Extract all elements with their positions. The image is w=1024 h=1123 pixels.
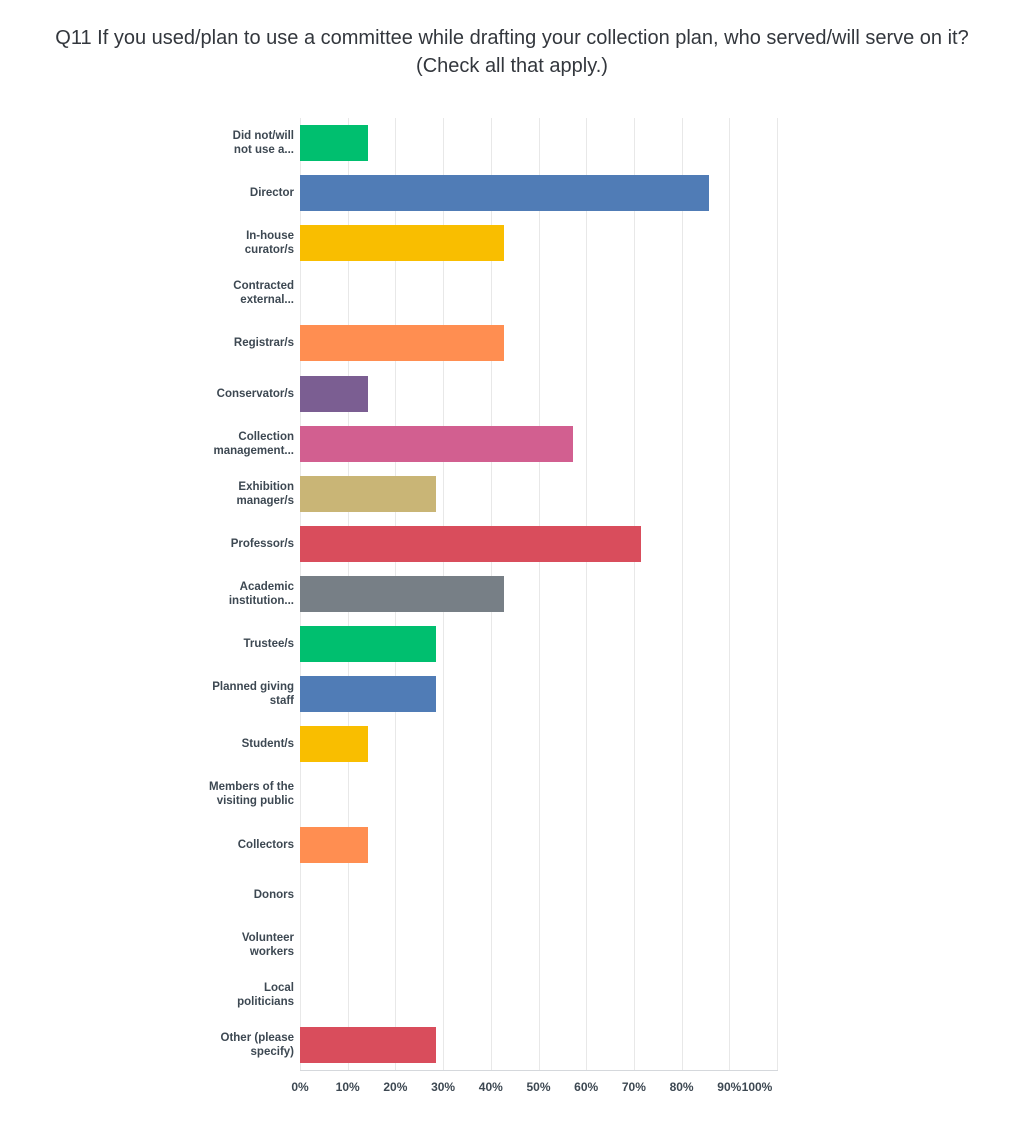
category-label: Trustee/s xyxy=(243,638,295,651)
bar xyxy=(300,325,505,362)
x-tick-label: 20% xyxy=(383,1080,408,1094)
x-tick-label: 80% xyxy=(669,1080,694,1094)
x-tick-label: 90% xyxy=(717,1080,742,1094)
bar xyxy=(300,576,505,612)
category-label: Did not/will not use a... xyxy=(232,130,294,157)
x-tick-label: 10% xyxy=(335,1080,360,1094)
gridline xyxy=(777,118,778,1070)
x-tick-label: 30% xyxy=(431,1080,456,1094)
bar xyxy=(300,125,369,162)
gridline xyxy=(633,118,635,1070)
category-label: Collectors xyxy=(237,838,294,851)
bar xyxy=(300,175,709,212)
x-tick-label: 40% xyxy=(478,1080,503,1094)
category-label: Director xyxy=(249,187,294,200)
category-label: Local politicians xyxy=(237,981,294,1008)
x-axis-line xyxy=(300,1070,778,1071)
plot-area xyxy=(300,118,778,1070)
bar xyxy=(300,525,641,562)
x-tick-label: 50% xyxy=(526,1080,551,1094)
category-label: Members of the visiting public xyxy=(209,781,294,808)
gridline xyxy=(681,118,683,1070)
category-labels: Did not/will not use a... Director In-hous… xyxy=(0,118,294,1070)
category-label: Academic institution... xyxy=(228,580,294,607)
category-label: Other (please specify) xyxy=(220,1031,295,1058)
category-label: Volunteer workers xyxy=(241,931,294,958)
category-label: Collection management... xyxy=(213,430,294,457)
bar xyxy=(300,1026,437,1063)
category-label: Contracted external... xyxy=(233,280,294,307)
bar xyxy=(300,375,369,412)
category-label: Exhibition manager/s xyxy=(236,480,294,507)
x-tick-label: 100% xyxy=(741,1080,773,1094)
category-label: Professor/s xyxy=(230,537,294,550)
bar xyxy=(300,225,505,262)
gridline xyxy=(729,118,731,1070)
category-label: Conservator/s xyxy=(216,387,294,400)
x-tick-label: 60% xyxy=(574,1080,599,1094)
x-tick-label: 0% xyxy=(291,1080,309,1094)
gridline xyxy=(538,118,540,1070)
bar xyxy=(300,826,369,863)
category-label: Donors xyxy=(253,888,294,901)
chart-title: Q11 If you used/plan to use a committee … xyxy=(55,27,969,77)
category-label: Student/s xyxy=(241,738,294,751)
bar xyxy=(300,676,437,713)
bar xyxy=(300,425,573,462)
category-label: Planned giving staff xyxy=(212,681,294,708)
bar xyxy=(300,726,369,763)
bar xyxy=(300,626,437,663)
category-label: In-house curator/s xyxy=(244,230,294,257)
gridline xyxy=(586,118,588,1070)
bar xyxy=(300,475,437,512)
category-label: Registrar/s xyxy=(233,337,294,350)
x-tick-label: 70% xyxy=(621,1080,646,1094)
